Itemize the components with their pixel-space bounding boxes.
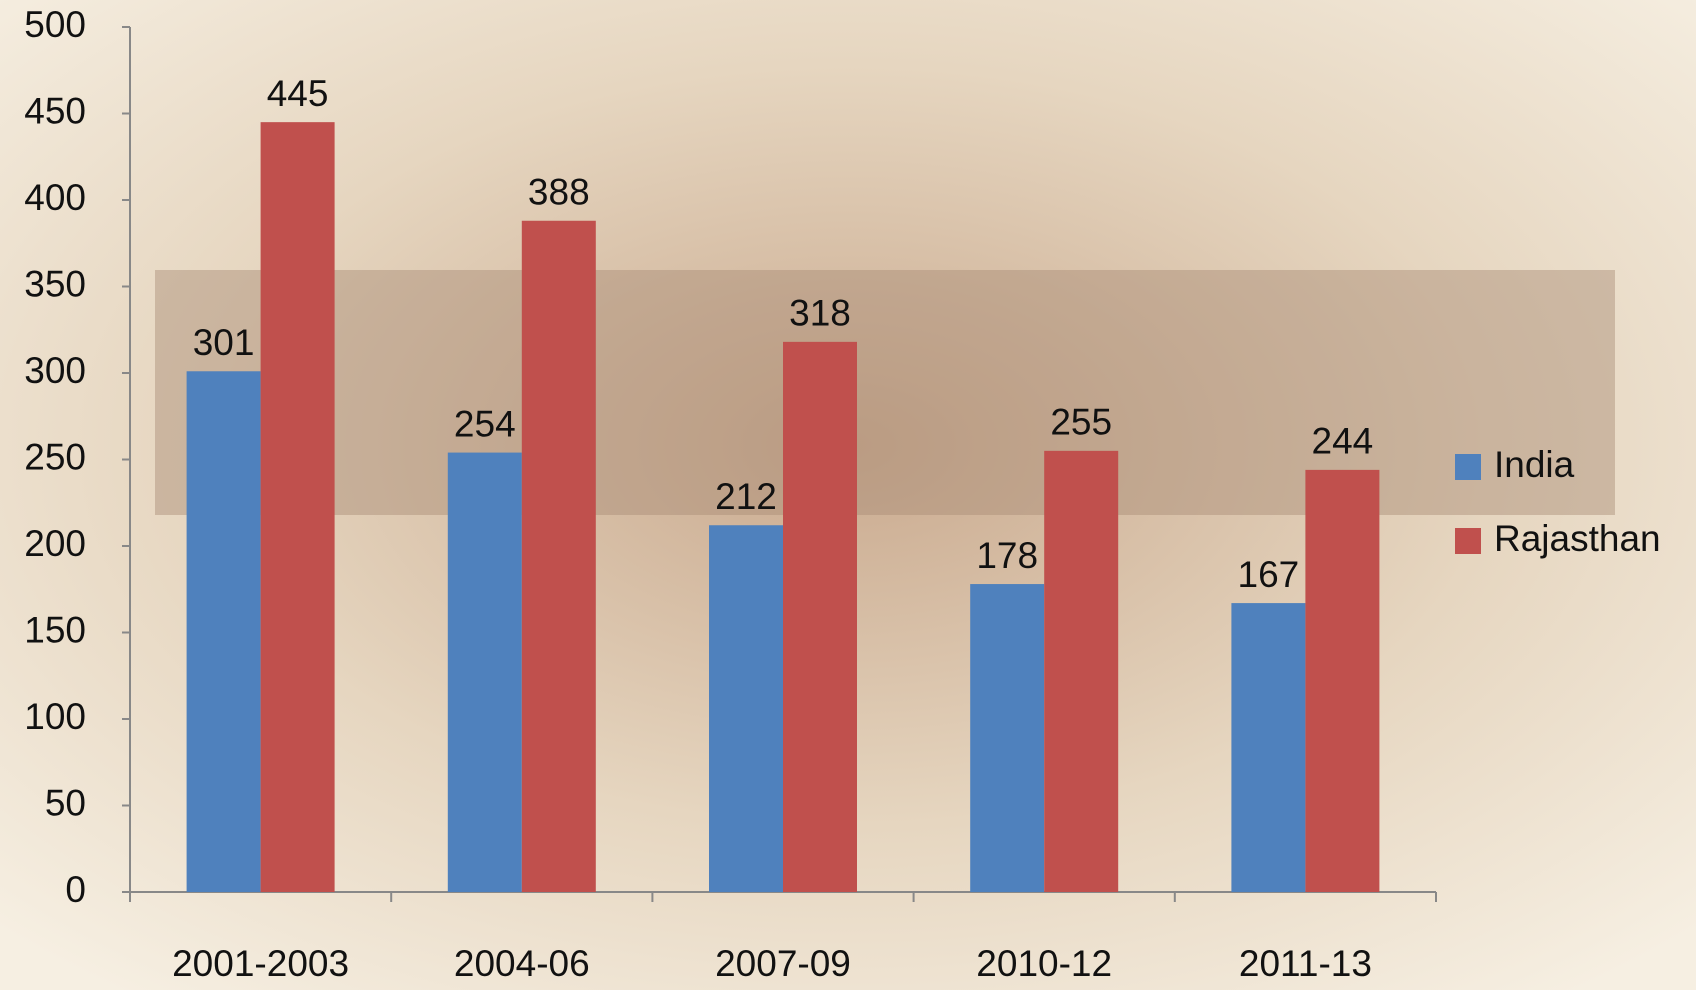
x-tick-label: 2004-06 xyxy=(454,943,590,984)
bar xyxy=(448,453,522,892)
y-tick-label: 0 xyxy=(65,869,86,910)
data-label: 244 xyxy=(1312,421,1374,462)
data-label: 318 xyxy=(789,293,851,334)
data-label: 301 xyxy=(193,322,255,363)
y-tick-label: 50 xyxy=(45,782,86,823)
data-label: 388 xyxy=(528,172,590,213)
y-tick-label: 400 xyxy=(24,177,86,218)
x-tick-label: 2011-13 xyxy=(1239,943,1372,984)
data-label: 167 xyxy=(1238,554,1300,595)
legend-swatch xyxy=(1455,528,1481,554)
legend-swatch xyxy=(1455,454,1481,480)
y-tick-label: 500 xyxy=(24,4,86,45)
data-label: 255 xyxy=(1050,402,1112,443)
x-tick-label: 2001-2003 xyxy=(172,943,349,984)
y-tick-label: 300 xyxy=(24,350,86,391)
bar xyxy=(1305,470,1379,892)
bar xyxy=(970,584,1044,892)
y-tick-label: 200 xyxy=(24,523,86,564)
legend-label: India xyxy=(1494,444,1575,485)
bar xyxy=(783,342,857,892)
bar xyxy=(187,371,261,892)
data-label: 212 xyxy=(715,476,777,517)
x-tick-label: 2010-12 xyxy=(976,943,1112,984)
x-tick-label: 2007-09 xyxy=(715,943,851,984)
data-label: 445 xyxy=(267,73,329,114)
y-tick-label: 450 xyxy=(24,90,86,131)
legend-label: Rajasthan xyxy=(1494,518,1661,559)
bar xyxy=(1231,603,1305,892)
data-label: 254 xyxy=(454,403,516,444)
chart: 0 50 100 150 200 250 300 350 400 450 500 2001-2003 3… xyxy=(0,0,1696,990)
bar xyxy=(522,221,596,892)
bar xyxy=(261,122,335,892)
bar xyxy=(1044,451,1118,892)
background-photo-band xyxy=(155,270,1615,515)
data-label: 178 xyxy=(976,535,1038,576)
y-tick-label: 100 xyxy=(24,696,86,737)
y-tick-label: 150 xyxy=(24,609,86,650)
y-tick-label: 350 xyxy=(24,263,86,304)
bar xyxy=(709,525,783,892)
y-tick-label: 250 xyxy=(24,436,86,477)
